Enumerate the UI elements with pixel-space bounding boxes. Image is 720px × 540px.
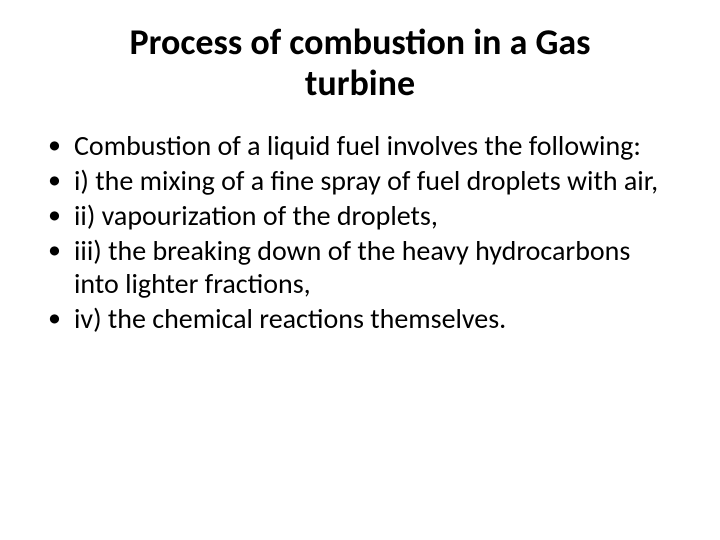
list-item: iii) the breaking down of the heavy hydr… <box>44 234 680 300</box>
bullet-list: Combustion of a liquid fuel involves the… <box>40 129 680 335</box>
list-item: ii) vapourization of the droplets, <box>44 199 680 232</box>
list-item: i) the mixing of a fine spray of fuel dr… <box>44 164 680 197</box>
list-item: iv) the chemical reactions themselves. <box>44 302 680 335</box>
list-item: Combustion of a liquid fuel involves the… <box>44 129 680 162</box>
slide-title: Process of combustion in a Gas turbine <box>90 22 630 105</box>
slide: Process of combustion in a Gas turbine C… <box>0 0 720 540</box>
